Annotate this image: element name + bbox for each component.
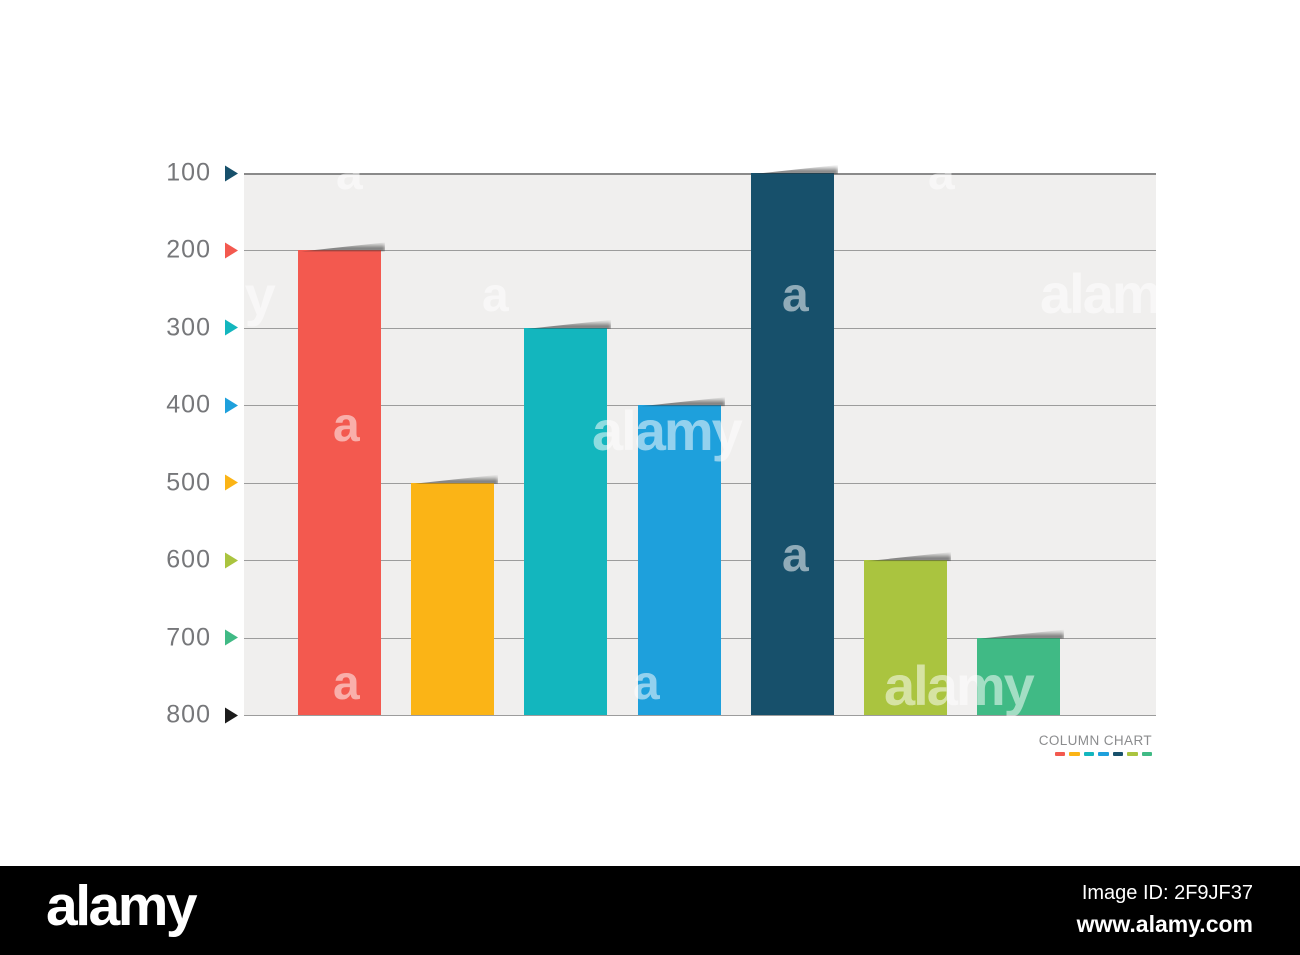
bar-column-3 bbox=[524, 327, 607, 715]
y-tick-label: 200 bbox=[166, 235, 211, 264]
y-tick-600: 600 bbox=[148, 546, 238, 575]
tick-arrow-icon bbox=[225, 474, 238, 491]
tick-arrow-icon bbox=[225, 707, 238, 723]
chart-caption: COLUMN CHART bbox=[1039, 733, 1152, 756]
tick-arrow-icon bbox=[225, 552, 238, 569]
y-tick-label: 800 bbox=[166, 700, 211, 729]
image-id-text: Image ID: 2F9JF37 bbox=[1081, 882, 1253, 904]
chart-plot-area bbox=[244, 173, 1156, 716]
y-tick-300: 300 bbox=[148, 313, 238, 342]
alamy-logo: alamy bbox=[46, 874, 198, 938]
legend-dash-4 bbox=[1098, 752, 1109, 756]
legend-dash-5 bbox=[1112, 752, 1123, 756]
tick-arrow-icon bbox=[225, 165, 238, 181]
y-tick-200: 200 bbox=[148, 236, 238, 265]
y-tick-label: 500 bbox=[166, 468, 211, 497]
y-tick-500: 500 bbox=[148, 468, 238, 497]
legend-dashes bbox=[1039, 752, 1152, 756]
bar-column-2 bbox=[411, 482, 494, 715]
bar-column-7 bbox=[977, 637, 1060, 715]
y-tick-400: 400 bbox=[148, 391, 238, 420]
bar-column-4 bbox=[638, 405, 721, 715]
y-tick-label: 300 bbox=[166, 313, 211, 342]
gridline-800 bbox=[244, 715, 1156, 716]
alamy-url-text: www.alamy.com bbox=[1076, 911, 1253, 937]
bar-column-5 bbox=[751, 173, 834, 715]
gridline-100 bbox=[244, 173, 1156, 175]
tick-arrow-icon bbox=[225, 242, 238, 259]
legend-dash-3 bbox=[1083, 752, 1094, 756]
y-tick-label: 700 bbox=[166, 623, 211, 652]
y-tick-800: 800 bbox=[148, 701, 238, 730]
gridline-300 bbox=[244, 327, 1156, 329]
y-tick-700: 700 bbox=[148, 623, 238, 652]
gridline-200 bbox=[244, 250, 1156, 252]
y-tick-label: 600 bbox=[166, 545, 211, 574]
bar-column-1 bbox=[298, 250, 381, 715]
legend-dash-1 bbox=[1054, 752, 1065, 756]
legend-dash-7 bbox=[1141, 752, 1152, 756]
y-tick-label: 400 bbox=[166, 390, 211, 419]
chart-title: COLUMN CHART bbox=[1038, 733, 1152, 748]
alamy-footer-bar: alamy Image ID: 2F9JF37 www.alamy.com bbox=[0, 866, 1300, 955]
legend-dash-6 bbox=[1127, 752, 1138, 756]
tick-arrow-icon bbox=[225, 319, 238, 336]
y-tick-100: 100 bbox=[148, 159, 238, 188]
footer-info: Image ID: 2F9JF37 www.alamy.com bbox=[1077, 882, 1253, 938]
legend-dash-2 bbox=[1069, 752, 1080, 756]
bar-column-6 bbox=[864, 560, 947, 715]
tick-arrow-icon bbox=[225, 397, 238, 414]
tick-arrow-icon bbox=[225, 629, 238, 646]
y-tick-label: 100 bbox=[166, 158, 211, 187]
